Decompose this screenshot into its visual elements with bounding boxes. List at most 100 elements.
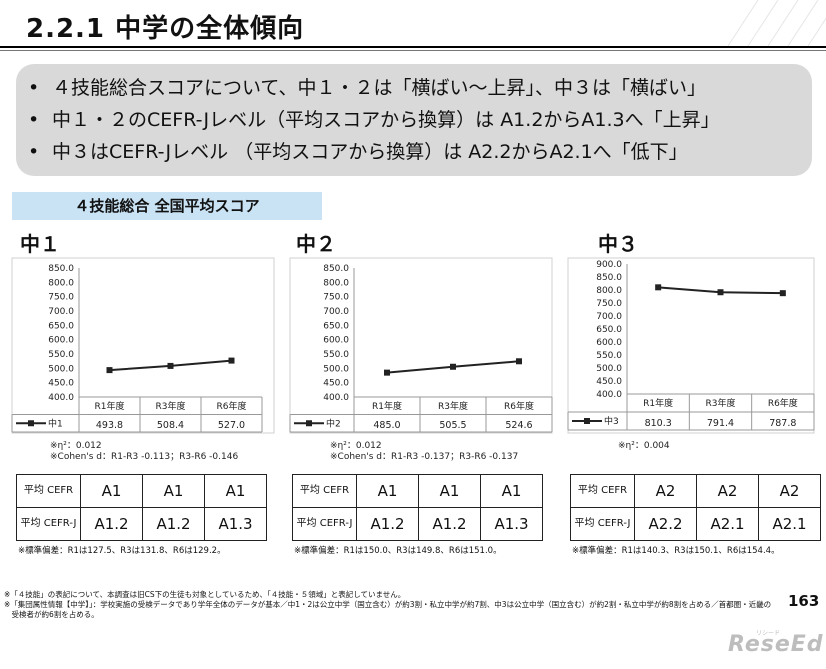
bullet-mark: • <box>28 141 40 163</box>
chart-frame <box>289 257 553 434</box>
row-label-cefr-j: 平均 CEFR-J <box>292 507 357 541</box>
y-tick-label: 850.0 <box>48 264 74 274</box>
logo-subtext: リシード <box>756 630 781 637</box>
data-label: 524.6 <box>505 420 532 431</box>
cefr-j-cell: A1.2 <box>356 507 419 541</box>
y-tick-label: 750.0 <box>323 293 349 303</box>
summary-box: • ４技能総合スコアについて、中１・２は「横ばい～上昇」、中３は「横ばい」 • 中１… <box>16 64 812 176</box>
y-tick-label: 900.0 <box>596 260 622 270</box>
title-underline <box>0 46 826 48</box>
cefr-cell: A1 <box>204 474 267 508</box>
footnote: ※「４技能」の表記について、本調査は旧CS下の生徒も対象としているため、「４技能… <box>4 590 406 599</box>
y-tick-label: 500.0 <box>48 364 74 374</box>
data-point <box>779 290 786 297</box>
cefr-cell: A2 <box>758 474 821 508</box>
data-point <box>167 362 174 369</box>
cefr-cell: A1 <box>142 474 205 508</box>
table-row: 平均 CEFR-J A1.2 A1.2 A1.3 <box>292 507 543 541</box>
x-tick-label: R1年度 <box>95 400 125 412</box>
x-tick-label: R1年度 <box>372 400 402 412</box>
x-tick-label: R1年度 <box>643 397 673 409</box>
cohen-note-grade2: ※Cohen's d：R1-R3 -0.137；R3-R6 -0.137 <box>330 452 519 462</box>
eta-note-grade3: ※η²：0.004 <box>618 441 670 451</box>
chart-title-grade2: 中２ <box>296 232 336 256</box>
cefr-table-grade3: 平均 CEFR A2 A2 A2 平均 CEFR-J A2.2 A2.1 A2.… <box>570 474 821 541</box>
y-tick-label: 550.0 <box>596 351 622 361</box>
y-tick-label: 800.0 <box>596 286 622 296</box>
y-tick-label: 650.0 <box>48 321 74 331</box>
bullet-text: ４技能総合スコアについて、中１・２は「横ばい～上昇」、中３は「横ばい」 <box>52 77 706 99</box>
row-label-cefr-j: 平均 CEFR-J <box>570 507 635 541</box>
resed-logo: ReseEd <box>728 632 824 657</box>
corner-decoration <box>727 0 826 46</box>
chart-title-grade1: 中１ <box>20 232 60 256</box>
data-label: 787.8 <box>769 418 796 429</box>
data-label: 791.4 <box>707 418 734 429</box>
y-tick-label: 800.0 <box>48 278 74 288</box>
data-label: 508.4 <box>157 420 184 431</box>
y-tick-label: 800.0 <box>323 278 349 288</box>
chart-title-grade3: 中３ <box>598 232 638 256</box>
eta-note-grade1: ※η²：0.012 <box>50 441 102 451</box>
data-point <box>106 367 113 374</box>
x-tick-label: R3年度 <box>706 397 736 409</box>
y-tick-label: 700.0 <box>323 307 349 317</box>
data-point <box>655 284 662 291</box>
data-point <box>384 369 390 376</box>
summary-bullet: • ４技能総合スコアについて、中１・２は「横ばい～上昇」、中３は「横ばい」 <box>28 72 812 104</box>
y-tick-label: 850.0 <box>596 273 622 283</box>
table-row: 平均 CEFR A1 A1 A1 <box>292 474 543 508</box>
cefr-cell: A1 <box>418 474 481 508</box>
row-label-cefr: 平均 CEFR <box>292 474 357 508</box>
data-label: 485.0 <box>373 420 400 431</box>
cefr-j-cell: A1.2 <box>80 507 143 541</box>
y-tick-label: 650.0 <box>596 325 622 335</box>
chart-frame <box>11 257 275 434</box>
y-tick-label: 600.0 <box>48 336 74 346</box>
cefr-table-grade2: 平均 CEFR A1 A1 A1 平均 CEFR-J A1.2 A1.2 A1.… <box>292 474 543 541</box>
section-label: ４技能総合 全国平均スコア <box>12 192 322 220</box>
data-point <box>450 363 456 370</box>
y-tick-label: 400.0 <box>323 393 349 403</box>
table-row: 平均 CEFR-J A2.2 A2.1 A2.1 <box>570 507 821 541</box>
cefr-cell: A2 <box>634 474 697 508</box>
y-tick-label: 400.0 <box>596 390 622 400</box>
title-underline-thin <box>0 50 826 51</box>
data-point <box>228 357 235 364</box>
row-label-cefr: 平均 CEFR <box>570 474 635 508</box>
summary-bullet: • 中３はCEFR-Jレベル （平均スコアから換算）は A2.2からA2.1へ「低… <box>28 136 812 168</box>
y-tick-label: 500.0 <box>596 364 622 374</box>
x-tick-label: R6年度 <box>768 397 798 409</box>
y-tick-label: 450.0 <box>48 379 74 389</box>
cefr-table-grade1: 平均 CEFR A1 A1 A1 平均 CEFR-J A1.2 A1.2 A1.… <box>16 474 267 541</box>
page-number: 163 <box>788 592 820 610</box>
data-point <box>516 358 522 365</box>
row-label-cefr-j: 平均 CEFR-J <box>16 507 81 541</box>
table-row: 平均 CEFR A1 A1 A1 <box>16 474 267 508</box>
legend-label: 中3 <box>604 415 619 427</box>
row-label-cefr: 平均 CEFR <box>16 474 81 508</box>
y-tick-label: 700.0 <box>596 312 622 322</box>
cefr-j-cell: A2.1 <box>696 507 759 541</box>
bullet-text: 中１・２のCEFR-Jレベル（平均スコアから換算）は A1.2からA1.3へ「上… <box>52 109 720 131</box>
y-tick-label: 500.0 <box>323 364 349 374</box>
cefr-j-cell: A2.1 <box>758 507 821 541</box>
data-label: 810.3 <box>645 418 672 429</box>
chart-frame <box>567 257 815 434</box>
y-tick-label: 400.0 <box>48 393 74 403</box>
eta-note-grade2: ※η²：0.012 <box>330 441 382 451</box>
legend-label: 中2 <box>326 417 341 429</box>
summary-bullet: • 中１・２のCEFR-Jレベル（平均スコアから換算）は A1.2からA1.3へ「… <box>28 104 812 136</box>
x-tick-label: R3年度 <box>438 400 468 412</box>
bullet-mark: • <box>28 77 40 99</box>
y-tick-label: 750.0 <box>48 293 74 303</box>
y-tick-label: 600.0 <box>596 338 622 348</box>
footnote: 受検者が約6割を占める。 <box>4 610 99 619</box>
cohen-note-grade1: ※Cohen's d：R1-R3 -0.113；R3-R6 -0.146 <box>50 452 239 462</box>
sd-note-grade1: ※標準偏差：R1は127.5、R3は131.8、R6は129.2。 <box>18 546 226 556</box>
y-tick-label: 450.0 <box>323 379 349 389</box>
x-tick-label: R3年度 <box>156 400 186 412</box>
table-row: 平均 CEFR-J A1.2 A1.2 A1.3 <box>16 507 267 541</box>
table-row: 平均 CEFR A2 A2 A2 <box>570 474 821 508</box>
